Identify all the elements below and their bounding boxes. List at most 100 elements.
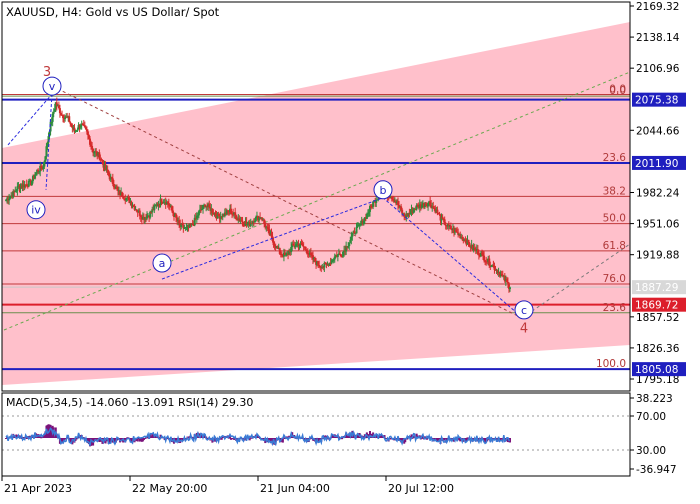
candle-body xyxy=(351,232,354,237)
candle-body xyxy=(295,244,298,247)
candle-body xyxy=(491,265,494,267)
macd-bar xyxy=(99,438,102,442)
candle-body xyxy=(468,243,471,247)
candle-body xyxy=(331,260,334,262)
macd-bar xyxy=(435,438,438,440)
macd-bar xyxy=(69,438,72,442)
candle-body xyxy=(213,213,216,215)
macd-bar xyxy=(229,434,231,438)
macd-bar xyxy=(15,434,18,438)
candle-body xyxy=(55,102,58,106)
candle-body xyxy=(320,266,323,269)
candle-body xyxy=(182,225,185,229)
candle-body xyxy=(499,274,502,276)
candle-body xyxy=(153,205,156,211)
candle-body xyxy=(226,210,229,212)
candle-body xyxy=(90,144,93,146)
candle-body xyxy=(160,198,163,203)
macd-bar xyxy=(270,438,273,443)
candle-body xyxy=(94,151,97,153)
macd-rsi-panel: MACD(5,34,5) -14.060 -13.091 RSI(14) 29.… xyxy=(1,392,677,477)
candle-body xyxy=(164,202,167,205)
candle-body xyxy=(493,265,496,270)
candle-body xyxy=(504,279,507,282)
candle-body xyxy=(472,247,475,251)
candle-body xyxy=(502,275,505,277)
candle-body xyxy=(448,225,451,227)
candle-body xyxy=(420,205,423,208)
wave-marker-c xyxy=(514,300,534,320)
candle-body xyxy=(114,186,117,189)
candle-body xyxy=(145,217,147,219)
candle-body xyxy=(335,255,338,257)
candle-body xyxy=(37,169,40,172)
price-badge-bg-3 xyxy=(632,297,686,312)
candle-body xyxy=(456,231,459,233)
candle-body xyxy=(334,255,337,257)
candle-body xyxy=(122,197,125,199)
macd-bar xyxy=(49,424,52,438)
candle-body xyxy=(477,254,480,256)
macd-bar xyxy=(465,438,468,442)
candle-body xyxy=(418,204,421,208)
macd-bar xyxy=(426,438,429,440)
candle-body xyxy=(242,222,245,225)
candle-body xyxy=(61,114,63,116)
candle-body xyxy=(208,204,211,208)
macd-bar xyxy=(423,436,426,438)
guide-lines xyxy=(3,71,630,331)
fib-label-lower-1: 23.6 xyxy=(603,302,627,314)
candle-body xyxy=(130,201,133,206)
candle-body xyxy=(315,261,318,265)
candle-body xyxy=(329,262,332,264)
candle-body xyxy=(212,212,215,214)
candle-body xyxy=(473,247,476,250)
macd-bar xyxy=(22,437,25,439)
candle-body xyxy=(336,254,339,257)
macd-bar xyxy=(40,437,43,439)
candle-body xyxy=(400,206,403,210)
candle-body xyxy=(265,226,268,228)
macd-bar xyxy=(506,438,509,443)
macd-bar xyxy=(464,438,467,441)
candle-body xyxy=(488,258,491,266)
macd-bar xyxy=(159,434,162,438)
candle-body xyxy=(137,210,140,213)
macd-bar xyxy=(248,438,251,441)
candle-body xyxy=(62,115,65,119)
candle-body xyxy=(457,232,460,235)
candle-body xyxy=(31,176,34,182)
fib-label-upper-0: 0.0 xyxy=(609,84,626,96)
candle-body xyxy=(470,244,473,248)
candle-body xyxy=(285,254,287,256)
candle-body xyxy=(22,184,25,188)
candle-body xyxy=(487,258,490,262)
candle-body xyxy=(74,130,77,133)
candle-body xyxy=(443,219,446,225)
candle-body xyxy=(198,209,201,212)
candle-body xyxy=(437,213,440,215)
candle-body xyxy=(245,221,248,224)
candle-body xyxy=(455,229,458,232)
candle-body xyxy=(505,279,508,282)
candle-body xyxy=(362,220,365,225)
candle-body xyxy=(279,253,282,255)
candle-body xyxy=(49,122,52,132)
macd-bar xyxy=(136,438,139,442)
candle-body xyxy=(462,238,465,242)
candle-body xyxy=(248,222,251,227)
candle-body xyxy=(100,159,103,161)
macd-bar xyxy=(288,435,291,438)
macd-bar xyxy=(43,435,46,438)
candle-body xyxy=(290,246,293,253)
macd-bar xyxy=(383,435,386,438)
macd-bar xyxy=(346,435,349,438)
candle-body xyxy=(27,180,30,187)
macd-bar xyxy=(442,438,445,441)
macd-bar xyxy=(389,438,392,440)
macd-bar xyxy=(250,437,253,439)
macd-bar xyxy=(108,438,111,444)
candle-body xyxy=(451,228,454,231)
candle-body xyxy=(314,257,317,262)
